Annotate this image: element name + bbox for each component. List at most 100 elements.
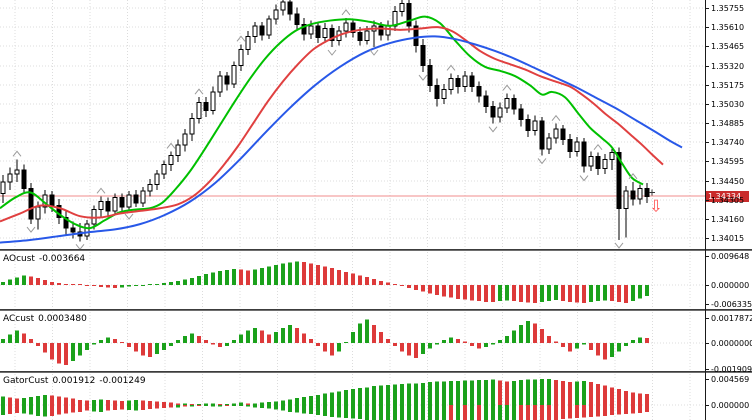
histogram-bar (36, 278, 40, 285)
histogram-bar (498, 340, 502, 343)
histogram-bar (365, 405, 369, 420)
candle (189, 117, 195, 135)
candle (448, 78, 454, 90)
histogram-bar (449, 285, 453, 298)
axis-tick (705, 219, 709, 220)
histogram-bar (484, 343, 488, 348)
histogram-bar (197, 403, 201, 405)
histogram-bar (512, 285, 516, 301)
histogram-bar (540, 378, 544, 405)
histogram-bar (155, 284, 159, 285)
histogram-bar (162, 405, 166, 408)
histogram-bar (134, 285, 138, 286)
histogram-bar (267, 402, 271, 405)
histogram-bar (204, 405, 208, 407)
axis-tick (705, 161, 709, 162)
candle (161, 164, 167, 175)
histogram-bar (106, 405, 110, 411)
histogram-bar (519, 405, 523, 420)
histogram-bar (8, 334, 12, 343)
axis-label: 1.34450 (711, 177, 745, 186)
panel-splitter[interactable] (0, 309, 752, 311)
histogram-bar (183, 405, 187, 407)
histogram-bar (484, 405, 488, 420)
candle (280, 1, 286, 11)
histogram-bar (526, 285, 530, 303)
main-chart-canvas[interactable]: ⇩ (0, 0, 705, 249)
histogram-bar (561, 381, 565, 405)
histogram-bar (190, 405, 194, 407)
histogram-bar (624, 285, 628, 303)
candle (273, 9, 279, 20)
histogram-bar (603, 405, 607, 416)
candle (238, 49, 244, 67)
histogram-bar (477, 405, 481, 420)
histogram-bar (610, 343, 614, 357)
histogram-bar (358, 275, 362, 285)
axis-label: 1.35465 (711, 42, 745, 51)
histogram-bar (400, 405, 404, 420)
histogram-bar (106, 399, 110, 405)
histogram-bar (498, 380, 502, 405)
candle (483, 95, 489, 107)
ac-chart-canvas[interactable] (0, 312, 705, 371)
candle (581, 141, 587, 167)
histogram-bar (344, 390, 348, 405)
panel-splitter[interactable] (0, 249, 752, 251)
histogram-bar (29, 405, 33, 415)
histogram-bar (365, 387, 369, 405)
histogram-bar (22, 275, 26, 285)
histogram-bar (211, 405, 215, 407)
panel-splitter[interactable] (0, 371, 752, 373)
histogram-bar (533, 379, 537, 405)
histogram-bar (316, 394, 320, 405)
axis-tick (705, 27, 709, 28)
histogram-bar (330, 405, 334, 417)
histogram-bar (15, 398, 19, 405)
histogram-bar (323, 393, 327, 405)
ao-indicator-name: AOcust (3, 254, 35, 264)
axis-label: 1.34885 (711, 119, 745, 128)
histogram-bar (183, 279, 187, 285)
histogram-bar (120, 401, 124, 405)
histogram-bar (64, 405, 68, 414)
axis-label: 1.34305 (711, 196, 745, 205)
histogram-bar (15, 330, 19, 343)
histogram-bar (554, 285, 558, 300)
ao-chart-canvas[interactable] (0, 252, 705, 309)
histogram-bar (22, 333, 26, 343)
axis-tick (705, 123, 709, 124)
histogram-bar (295, 405, 299, 413)
histogram-bar (120, 342, 124, 343)
histogram-bar (386, 338, 390, 343)
histogram-bar (274, 401, 278, 405)
histogram-bar (386, 405, 390, 420)
histogram-bar (393, 405, 397, 420)
histogram-bar (134, 343, 138, 352)
histogram-bar (407, 343, 411, 356)
histogram-bar (351, 273, 355, 285)
histogram-bar (8, 405, 12, 415)
candle (385, 25, 391, 36)
histogram-bar (162, 283, 166, 285)
candle (147, 183, 153, 192)
gator-indicator-value-up: 0.001912 (52, 376, 96, 386)
histogram-bar (85, 343, 89, 350)
histogram-bar (302, 405, 306, 414)
histogram-bar (526, 405, 530, 420)
histogram-bar (589, 382, 593, 405)
candle (0, 181, 6, 195)
axis-label: 0.004569 (711, 375, 750, 384)
sell-signal-arrow[interactable]: ⇩ (649, 196, 662, 215)
gator-chart-canvas[interactable] (0, 374, 705, 420)
histogram-bar (372, 386, 376, 405)
histogram-bar (414, 343, 418, 359)
histogram-bar (85, 405, 89, 411)
histogram-bar (43, 343, 47, 353)
fractal-down-icon (418, 74, 428, 81)
histogram-bar (204, 274, 208, 285)
histogram-bar (169, 343, 173, 346)
fractal-up-icon (502, 84, 512, 91)
histogram-bar (645, 338, 649, 343)
